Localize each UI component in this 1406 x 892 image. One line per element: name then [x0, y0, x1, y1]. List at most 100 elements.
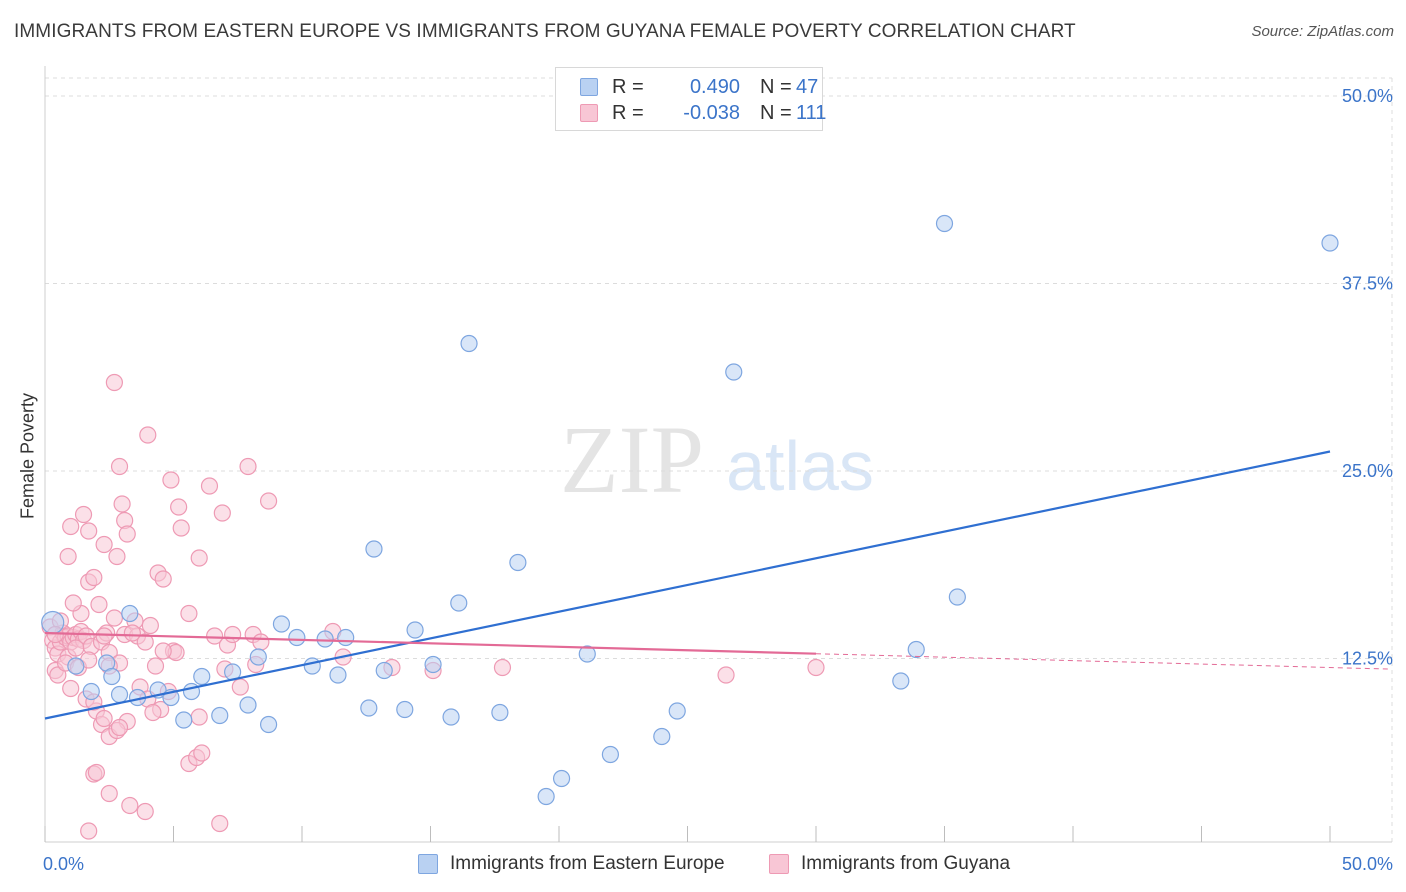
guyana-point — [239, 457, 257, 476]
guyana-point — [231, 678, 249, 696]
guyana-point — [105, 373, 123, 392]
guyana-point — [136, 802, 154, 821]
eastern-europe-point — [303, 657, 321, 675]
guyana-point — [80, 822, 98, 840]
guyana-point — [95, 627, 113, 645]
guyana-point — [224, 625, 242, 644]
trend-line-eastern-europe — [44, 450, 1331, 720]
guyana-point — [493, 658, 512, 677]
guyana-point — [49, 666, 67, 684]
eastern-europe-point — [935, 214, 954, 233]
eastern-europe-point — [41, 610, 65, 635]
eastern-europe-point — [424, 655, 442, 674]
guyana-point — [87, 763, 106, 782]
guyana-point — [193, 744, 211, 762]
legend-swatch-blue — [580, 78, 598, 96]
guyana-point — [211, 814, 229, 833]
r-value: 0.490 — [689, 76, 740, 98]
guyana-point — [717, 666, 735, 684]
y-tick-label: 25.0% — [1342, 461, 1393, 481]
y-tick-labels: 12.5% 25.0% 37.5% 50.0% — [1342, 86, 1393, 669]
bottom-legend-label: Immigrants from Guyana — [801, 853, 1011, 874]
r-label: R = — [612, 102, 644, 124]
series-guyana-points — [41, 373, 825, 840]
guyana-point — [95, 535, 113, 554]
r-label: R = — [612, 76, 644, 98]
eastern-europe-point — [396, 700, 414, 719]
eastern-europe-point — [406, 621, 424, 639]
correlation-legend: R = 0.490 N = 47 R = -0.038 N = 111 — [555, 67, 826, 131]
eastern-europe-point — [668, 702, 686, 720]
guyana-point — [139, 426, 157, 444]
n-label: N = — [760, 76, 792, 98]
guyana-point — [62, 517, 80, 536]
eastern-europe-point — [450, 594, 468, 612]
guyana-point — [190, 549, 208, 567]
guyana-point — [108, 547, 126, 566]
guyana-point — [105, 609, 123, 627]
eastern-europe-point — [725, 363, 743, 381]
eastern-europe-point — [110, 685, 129, 704]
eastern-europe-point — [537, 787, 555, 806]
eastern-europe-point — [82, 682, 100, 701]
eastern-europe-point — [249, 648, 267, 666]
watermark: ZIP atlas — [560, 406, 874, 513]
guyana-point — [170, 498, 188, 516]
legend-swatch-pink — [580, 104, 598, 122]
eastern-europe-point — [365, 540, 383, 558]
eastern-europe-point — [337, 628, 355, 647]
eastern-europe-point — [193, 667, 211, 686]
chart-title: IMMIGRANTS FROM EASTERN EUROPE VS IMMIGR… — [14, 21, 1076, 42]
eastern-europe-point — [442, 708, 460, 726]
eastern-europe-point — [948, 588, 966, 606]
guyana-point — [190, 708, 208, 726]
x-tick-label-left: 0.0% — [43, 854, 84, 874]
guyana-point — [252, 633, 270, 651]
eastern-europe-point — [578, 645, 596, 663]
guyana-point — [180, 604, 198, 623]
eastern-europe-point — [907, 640, 925, 659]
guyana-point — [172, 519, 190, 537]
y-tick-label: 37.5% — [1342, 274, 1393, 294]
trend-line-guyana-extension — [815, 653, 1391, 670]
guyana-point — [59, 547, 77, 566]
eastern-europe-point — [375, 661, 393, 680]
eastern-europe-point — [67, 657, 85, 675]
guyana-point — [123, 624, 141, 642]
eastern-europe-point — [316, 630, 334, 648]
guyana-point — [118, 525, 136, 543]
guyana-point — [146, 657, 165, 675]
eastern-europe-point — [653, 727, 671, 746]
eastern-europe-point — [509, 553, 527, 572]
guyana-point — [206, 627, 224, 645]
guyana-point — [113, 495, 131, 513]
guyana-point — [85, 568, 103, 587]
axes — [44, 66, 1392, 843]
eastern-europe-point — [103, 667, 121, 686]
guyana-point — [141, 616, 159, 635]
guyana-point — [200, 477, 219, 495]
bottom-legend-swatch-pink — [769, 854, 789, 874]
eastern-europe-point — [360, 699, 378, 717]
guyana-point — [121, 796, 139, 815]
n-label: N = — [760, 102, 792, 124]
guyana-point — [80, 522, 98, 540]
guyana-point — [154, 570, 172, 588]
guyana-point — [110, 718, 129, 737]
watermark-atlas: atlas — [726, 427, 874, 505]
eastern-europe-point — [272, 615, 291, 633]
eastern-europe-point — [259, 715, 278, 734]
guyana-point — [136, 633, 154, 651]
eastern-europe-point — [175, 711, 193, 729]
bottom-legend-label: Immigrants from Eastern Europe — [450, 853, 725, 874]
x-tick-labels: 0.0% 50.0% — [43, 854, 1393, 874]
n-value: 47 — [796, 76, 819, 98]
guyana-point — [64, 594, 82, 612]
trend-line-guyana — [44, 631, 817, 655]
series-eastern-europe-points — [41, 214, 1339, 806]
watermark-zip: ZIP — [560, 406, 704, 513]
x-tick-label-right: 50.0% — [1342, 854, 1393, 874]
eastern-europe-point — [552, 769, 571, 788]
eastern-europe-point — [601, 745, 620, 764]
